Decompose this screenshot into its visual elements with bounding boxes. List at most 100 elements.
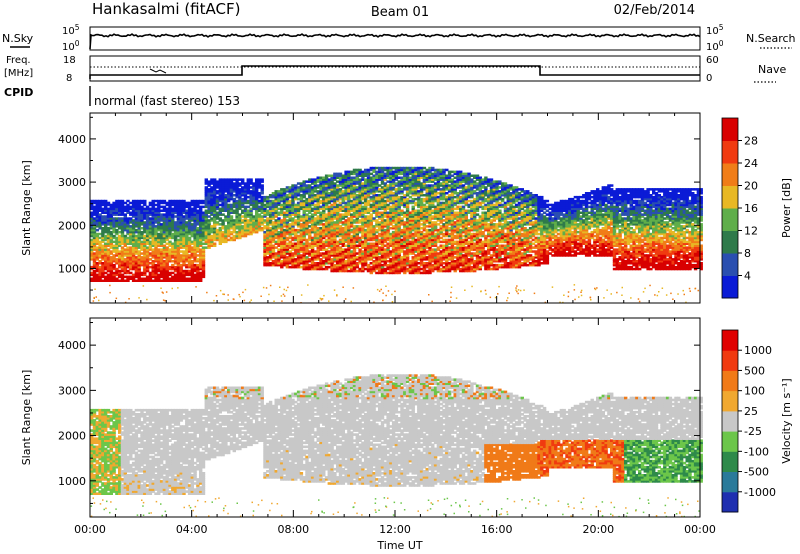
power-cell: [333, 244, 337, 247]
power-cell: [408, 195, 413, 199]
power-cell: [330, 217, 334, 220]
power-cell: [157, 279, 161, 282]
power-cell: [190, 256, 194, 259]
power-cell: [193, 213, 197, 216]
power-cell: [397, 207, 401, 211]
power-cell: [173, 262, 178, 265]
power-speckle: [164, 299, 166, 302]
power-cell: [302, 194, 306, 197]
power-cell: [190, 246, 194, 249]
power-cell: [104, 256, 108, 259]
power-cell: [414, 230, 418, 234]
power-cell: [204, 194, 208, 197]
power-cell: [411, 170, 415, 174]
power-cell: [378, 262, 382, 265]
power-cell: [143, 211, 147, 214]
power-cell: [213, 186, 217, 189]
power-cell: [330, 192, 334, 195]
power-cell: [408, 170, 413, 174]
power-cell: [305, 227, 309, 230]
power-cell: [386, 225, 390, 228]
power-cell: [143, 234, 147, 238]
power-cell: [95, 267, 99, 271]
power-cell: [419, 262, 424, 265]
power-cell: [302, 186, 306, 189]
power-cell: [422, 219, 427, 222]
power-cell: [358, 182, 362, 185]
power-cell: [422, 176, 427, 179]
power-cell: [118, 262, 122, 265]
power-cell: [296, 190, 301, 193]
power-cell: [115, 242, 119, 245]
power-cell: [235, 211, 239, 214]
power-cell: [322, 228, 326, 232]
power-cell: [333, 205, 337, 209]
power-cell: [246, 223, 250, 226]
power-cell: [241, 221, 245, 224]
power-cell: [260, 207, 264, 211]
power-cell: [134, 275, 139, 279]
power-cell: [129, 267, 133, 271]
power-cell: [118, 279, 122, 282]
power-cell: [98, 223, 102, 226]
power-cell: [252, 205, 256, 209]
power-cell: [419, 215, 424, 218]
power-cell: [277, 190, 281, 193]
power-cell: [193, 275, 197, 279]
power-cell: [168, 234, 172, 238]
power-cell: [227, 197, 231, 201]
power-cell: [229, 232, 234, 236]
power-cell: [176, 254, 181, 257]
power-cell: [173, 199, 178, 203]
power-cell: [391, 166, 396, 170]
power-cell: [322, 197, 326, 201]
power-cell: [330, 246, 334, 249]
power-cell: [196, 273, 200, 277]
nsky-label: N.Sky: [2, 32, 34, 45]
power-cell: [313, 238, 318, 242]
power-cell: [408, 242, 413, 245]
power-cell: [302, 232, 306, 236]
power-cell: [199, 267, 203, 271]
power-cell: [168, 279, 172, 282]
power-cell: [291, 211, 295, 214]
power-cell: [422, 240, 427, 244]
power-cell: [252, 186, 256, 189]
power-cell: [324, 223, 329, 226]
power-cell: [131, 254, 136, 257]
power-cell: [341, 180, 345, 183]
power-cell: [101, 223, 105, 226]
power-cell: [182, 242, 186, 245]
power-cell: [165, 262, 169, 265]
power-cell: [120, 260, 125, 263]
power-cell: [296, 263, 301, 267]
power-cell: [252, 203, 256, 207]
power-cell: [294, 263, 298, 267]
power-cell: [417, 265, 421, 269]
power-cell: [302, 265, 306, 269]
power-cell: [428, 250, 432, 253]
power-cell: [182, 254, 186, 257]
power-cell: [296, 230, 301, 234]
power-cell: [215, 228, 220, 232]
power-cell: [137, 242, 141, 245]
power-cell: [98, 262, 102, 265]
power-cell: [386, 194, 390, 197]
power-cell: [182, 279, 186, 282]
power-cell: [302, 256, 306, 259]
power-cell: [159, 252, 164, 255]
power-cell: [243, 207, 248, 211]
power-cell: [310, 263, 315, 267]
power-cell: [389, 254, 393, 257]
power-cell: [383, 174, 387, 177]
power-cell: [210, 180, 214, 183]
power-cell: [408, 228, 413, 232]
power-cell: [201, 230, 206, 234]
power-cell: [378, 228, 382, 232]
power-cell: [171, 201, 175, 205]
power-cell: [274, 256, 278, 259]
power-cell: [383, 186, 387, 189]
power-cell: [235, 223, 239, 226]
power-cell: [277, 238, 281, 242]
power-cell: [327, 256, 331, 259]
